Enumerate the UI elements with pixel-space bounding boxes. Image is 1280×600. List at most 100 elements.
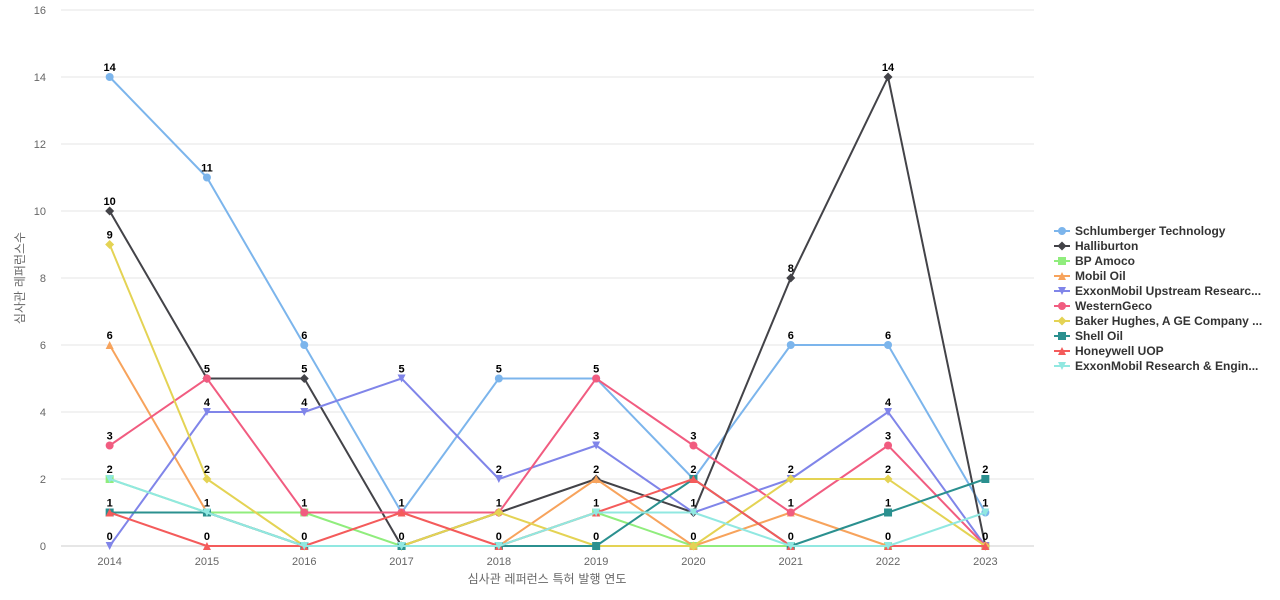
- legend-item[interactable]: Honeywell UOP: [1054, 344, 1164, 358]
- series-line[interactable]: [108, 76, 987, 514]
- data-label: 5: [204, 364, 210, 376]
- data-point-marker[interactable]: [202, 508, 211, 517]
- data-point-marker[interactable]: [300, 542, 309, 550]
- data-point-marker[interactable]: [202, 408, 211, 416]
- data-label: 10: [104, 196, 116, 208]
- data-point-marker[interactable]: [105, 475, 114, 483]
- data-point-marker[interactable]: [592, 374, 601, 383]
- legend-marker-symbol: [1058, 272, 1066, 280]
- data-point-marker[interactable]: [494, 542, 503, 550]
- data-point-marker[interactable]: [883, 474, 893, 484]
- data-point-marker[interactable]: [884, 542, 893, 550]
- data-point-marker[interactable]: [300, 408, 309, 416]
- data-label: 3: [107, 431, 113, 443]
- data-point-marker[interactable]: [202, 173, 211, 182]
- data-point-marker[interactable]: [884, 341, 893, 349]
- legend-item[interactable]: BP Amoco: [1054, 254, 1135, 268]
- data-point-marker[interactable]: [786, 508, 795, 517]
- data-label: 0: [301, 531, 307, 543]
- data-point-marker[interactable]: [592, 508, 601, 517]
- data-point-marker[interactable]: [786, 474, 796, 484]
- data-point-marker[interactable]: [884, 408, 893, 416]
- data-point-marker[interactable]: [202, 542, 211, 550]
- series-9[interactable]: [105, 475, 990, 550]
- data-label: 5: [593, 364, 599, 376]
- data-point-marker[interactable]: [105, 542, 114, 550]
- data-point-marker[interactable]: [689, 475, 698, 483]
- data-label: 0: [690, 531, 696, 543]
- data-point-marker[interactable]: [202, 474, 212, 484]
- data-point-marker[interactable]: [981, 542, 990, 550]
- y-tick-label: 8: [40, 273, 46, 285]
- data-label: 1: [204, 498, 210, 510]
- data-point-marker[interactable]: [592, 542, 601, 550]
- data-point-marker[interactable]: [105, 240, 115, 249]
- data-point-marker[interactable]: [300, 341, 309, 349]
- legend-item[interactable]: Mobil Oil: [1054, 269, 1126, 283]
- data-point-marker[interactable]: [494, 374, 503, 383]
- data-point-marker[interactable]: [397, 374, 406, 383]
- legend-marker-symbol: [1058, 302, 1066, 310]
- data-point-marker[interactable]: [689, 508, 698, 517]
- series-line[interactable]: [108, 243, 987, 547]
- data-label: 2: [107, 464, 113, 476]
- data-label: 0: [204, 531, 210, 543]
- data-point-marker[interactable]: [786, 273, 796, 283]
- data-point-marker[interactable]: [786, 341, 795, 349]
- data-point-marker[interactable]: [300, 508, 309, 517]
- data-point-marker[interactable]: [105, 341, 114, 349]
- legend-marker-symbol: [1058, 362, 1066, 370]
- data-label: 3: [690, 431, 696, 443]
- data-point-marker[interactable]: [689, 441, 698, 450]
- legend-marker-symbol: [1057, 316, 1067, 326]
- legend-item[interactable]: WesternGeco: [1054, 299, 1152, 313]
- x-tick-label: 2021: [779, 556, 803, 568]
- data-point-marker[interactable]: [592, 475, 601, 483]
- series-line[interactable]: [108, 76, 987, 547]
- x-tick-label: 2022: [876, 556, 900, 568]
- data-point-marker[interactable]: [592, 441, 601, 450]
- legend-item[interactable]: ExxonMobil Research & Engin...: [1054, 359, 1258, 373]
- data-point-marker[interactable]: [981, 475, 990, 483]
- data-label: 5: [496, 364, 502, 376]
- data-point-marker[interactable]: [981, 508, 990, 517]
- data-point-marker[interactable]: [202, 374, 211, 383]
- legend-label: ExxonMobil Upstream Researc...: [1075, 284, 1261, 298]
- y-axis-title: 심사관 레퍼런스수: [13, 232, 27, 324]
- data-point-marker[interactable]: [397, 508, 406, 517]
- data-point-marker[interactable]: [397, 542, 406, 550]
- data-point-marker[interactable]: [105, 508, 114, 517]
- legend-item[interactable]: Halliburton: [1054, 239, 1138, 253]
- legend-item[interactable]: Shell Oil: [1054, 329, 1123, 343]
- legend-label: Shell Oil: [1075, 329, 1123, 343]
- data-point-marker[interactable]: [105, 441, 114, 450]
- data-point-marker[interactable]: [884, 441, 893, 450]
- data-point-marker[interactable]: [494, 508, 504, 517]
- series-line[interactable]: [108, 377, 987, 547]
- x-tick-label: 2014: [97, 556, 121, 568]
- data-point-marker[interactable]: [105, 206, 115, 216]
- data-point-marker[interactable]: [494, 475, 503, 483]
- series-line[interactable]: [108, 478, 987, 547]
- series-6[interactable]: [105, 240, 990, 551]
- data-label: 1: [788, 498, 794, 510]
- data-label: 3: [593, 431, 599, 443]
- data-point-marker[interactable]: [299, 374, 309, 383]
- data-label: 1: [496, 498, 502, 510]
- legend-item[interactable]: Baker Hughes, A GE Company ...: [1054, 314, 1262, 328]
- legend-item[interactable]: Schlumberger Technology: [1054, 224, 1226, 238]
- y-axis: 0 2 4 6 8 10 12 14 16: [34, 5, 46, 553]
- data-point-marker[interactable]: [105, 73, 114, 81]
- legend-label: Halliburton: [1075, 239, 1138, 253]
- data-label: 14: [104, 62, 117, 74]
- data-point-marker[interactable]: [883, 72, 893, 82]
- data-point-marker[interactable]: [884, 508, 893, 517]
- legend-marker-symbol: [1058, 332, 1066, 340]
- data-point-marker[interactable]: [786, 542, 795, 550]
- series-0[interactable]: [105, 73, 990, 517]
- data-point-marker[interactable]: [688, 541, 698, 551]
- legend-label: BP Amoco: [1075, 254, 1135, 268]
- data-label: 6: [885, 330, 891, 342]
- legend-item[interactable]: ExxonMobil Upstream Researc...: [1054, 284, 1261, 298]
